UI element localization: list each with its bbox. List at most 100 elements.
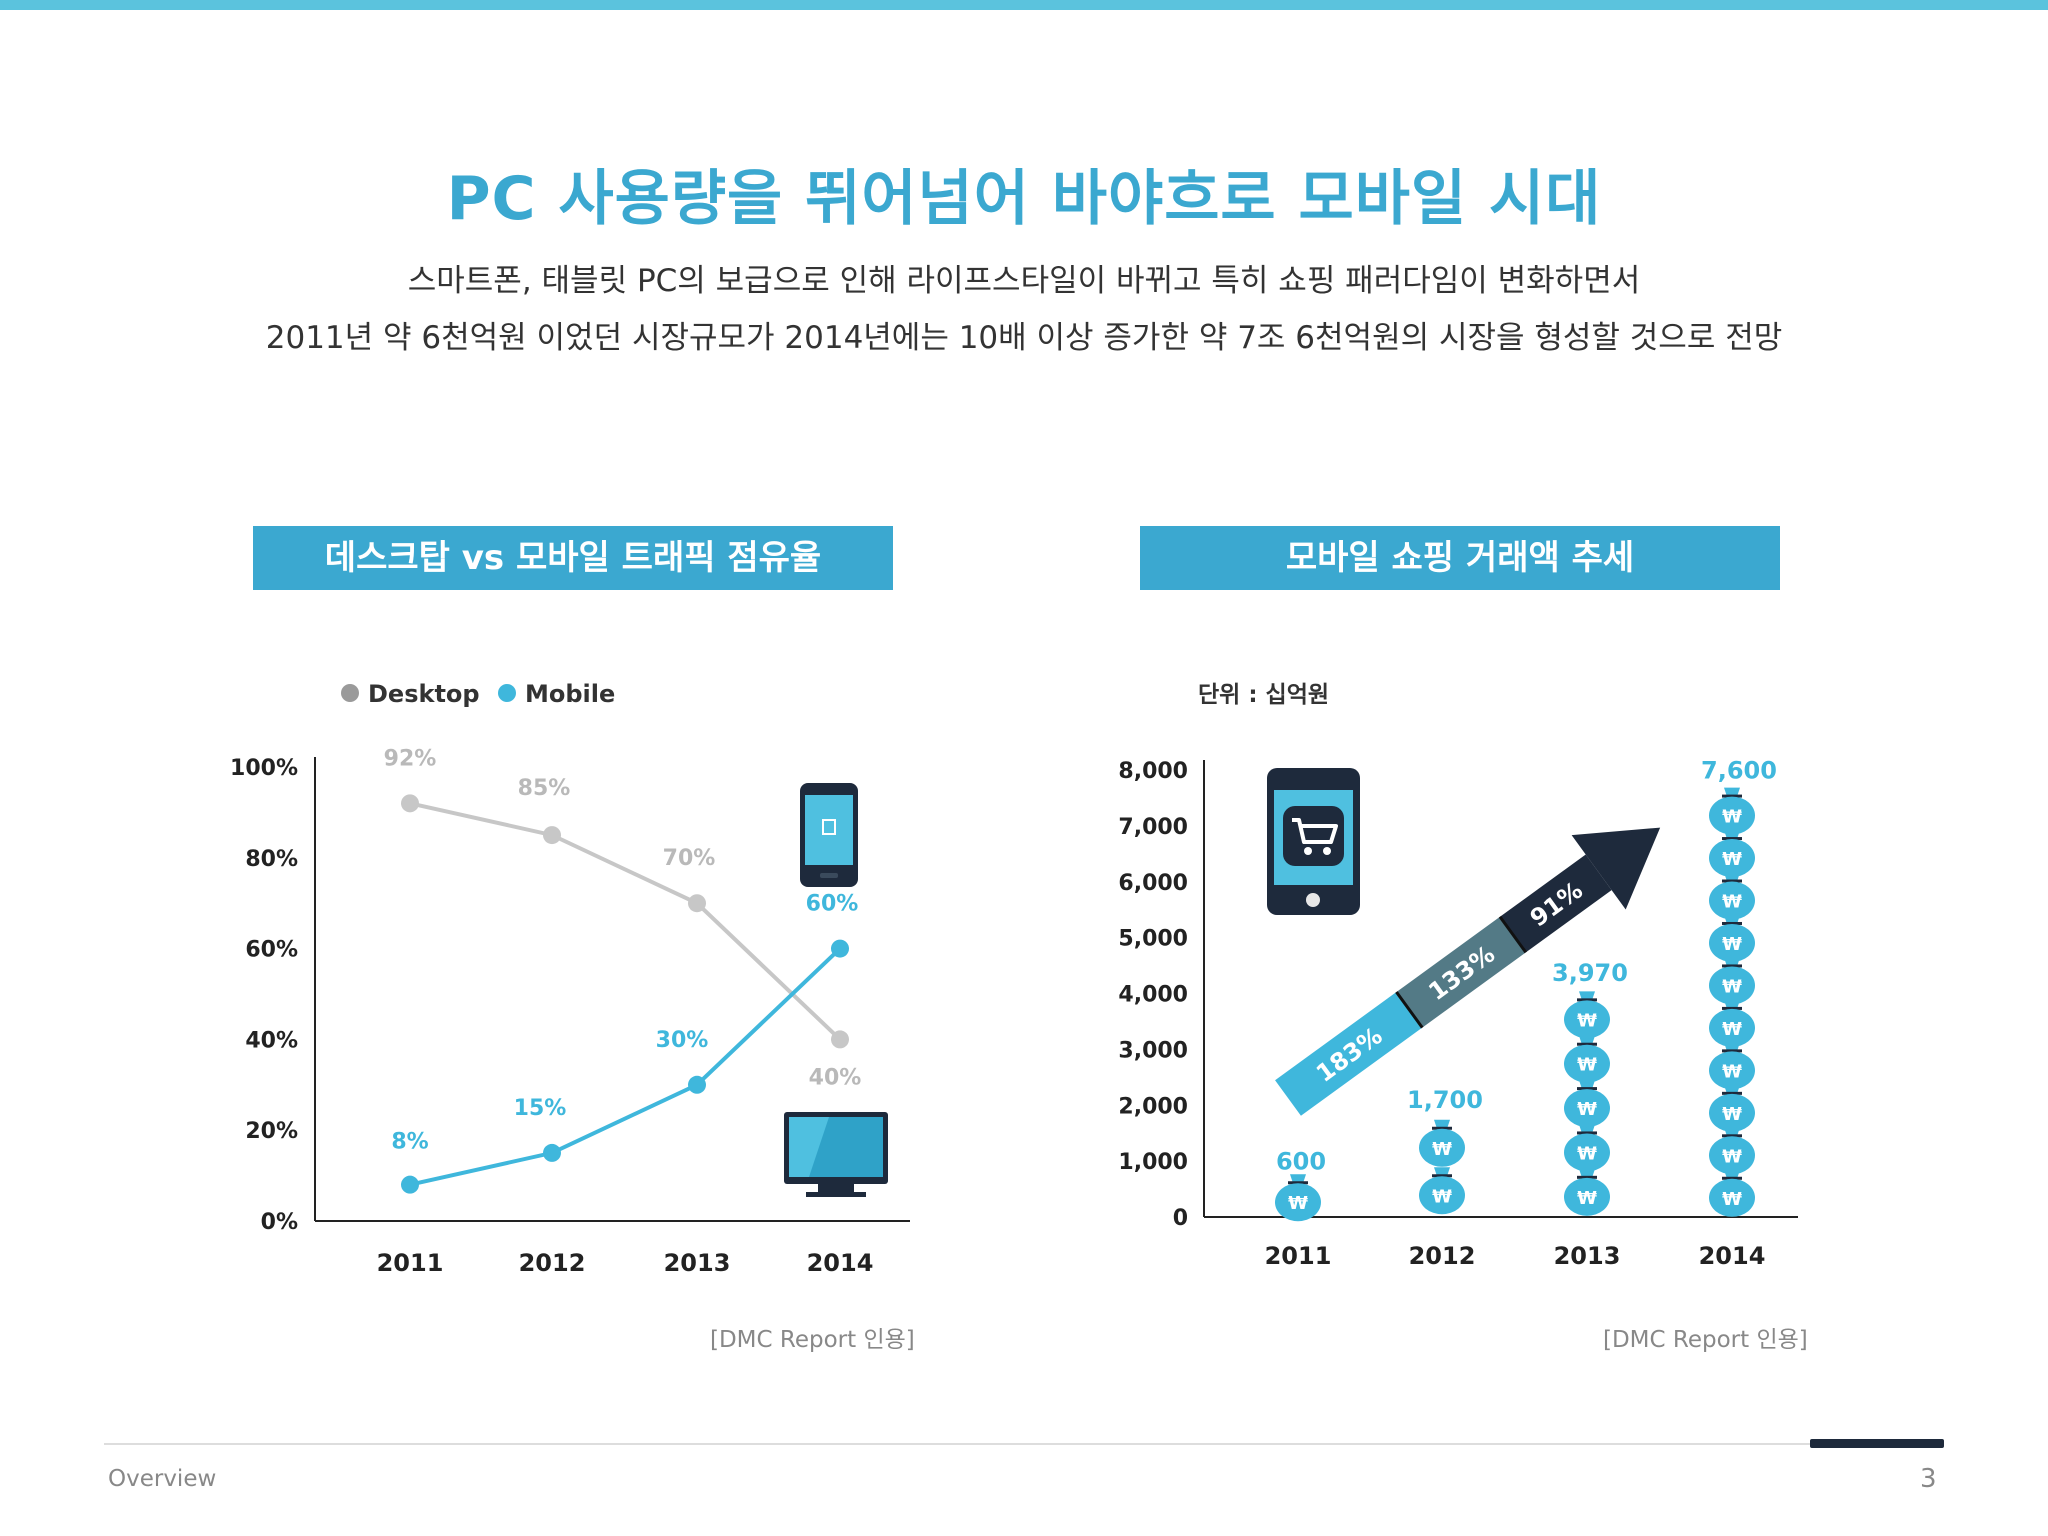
phone-button <box>820 873 838 878</box>
mobile-data-label: 15% <box>514 1096 567 1121</box>
bag-tie <box>1432 1126 1452 1130</box>
bar-value-label: 1,700 <box>1407 1086 1483 1114</box>
money-bag-icon: ₩ <box>1709 872 1755 920</box>
bag-tie <box>1722 1049 1742 1053</box>
bar-value-label: 600 <box>1276 1147 1326 1175</box>
desktop-point <box>543 826 561 845</box>
money-bag-icon: ₩ <box>1709 914 1755 962</box>
y-tick-label: 8,000 <box>1118 759 1188 784</box>
bag-currency-symbol: ₩ <box>1577 1010 1597 1031</box>
y-tick-label: 40% <box>245 1028 298 1053</box>
bag-currency-symbol: ₩ <box>1722 934 1742 955</box>
bag-currency-symbol: ₩ <box>1722 1189 1742 1210</box>
desktop-point <box>401 794 419 813</box>
sales-chart-source: [DMC Report 인용] <box>1603 1327 1808 1353</box>
monitor-stand <box>818 1184 854 1192</box>
mobile-data-label: 60% <box>806 892 859 917</box>
bag-tie <box>1577 1131 1597 1135</box>
smartphone-icon <box>800 783 858 887</box>
bag-body <box>1709 1178 1755 1217</box>
y-tick-label: 4,000 <box>1118 983 1188 1008</box>
x-tick-label: 2014 <box>807 1249 874 1277</box>
growth-arrow-segment <box>1499 854 1612 953</box>
x-tick-label: 2013 <box>664 1249 731 1277</box>
bag-tie <box>1722 921 1742 925</box>
bag-tie <box>1722 1006 1742 1010</box>
bag-currency-symbol: ₩ <box>1722 1104 1742 1125</box>
phone-screen <box>805 795 853 865</box>
bag-currency-symbol: ₩ <box>1432 1186 1452 1207</box>
mobile-point <box>543 1143 561 1162</box>
growth-arrow-head <box>1571 827 1661 910</box>
monitor-base <box>806 1192 866 1197</box>
desktop-series-line <box>409 801 842 1041</box>
bag-tie <box>1722 1091 1742 1095</box>
mobile-point <box>688 1075 706 1094</box>
x-tick-label: 2012 <box>1409 1242 1476 1270</box>
bag-tie <box>1722 1134 1742 1138</box>
bag-neck <box>1434 1167 1450 1177</box>
bag-body <box>1564 1089 1610 1128</box>
y-tick-label: 7,000 <box>1118 815 1188 840</box>
subtitle-line-1: 스마트폰, 태블릿 PC의 보급으로 인해 라이프스타일이 바뀌고 특히 쇼핑 … <box>407 263 1641 299</box>
bag-currency-symbol: ₩ <box>1577 1099 1597 1120</box>
bag-tie <box>1577 1175 1597 1179</box>
traffic-chart-header: 데스크탑 vs 모바일 트래픽 점유율 <box>253 526 893 590</box>
money-bag-icon: ₩ <box>1709 1042 1755 1090</box>
y-tick-label: 2,000 <box>1118 1094 1188 1119</box>
bag-tie <box>1722 964 1742 968</box>
bar-value-label: 3,970 <box>1552 959 1628 987</box>
money-bag-icon: ₩ <box>1709 957 1755 1005</box>
mobile-point <box>401 1175 419 1194</box>
bag-body <box>1419 1176 1465 1215</box>
desktop-data-label: 92% <box>384 746 437 771</box>
x-tick-label: 2011 <box>377 1249 444 1277</box>
bag-tie <box>1432 1174 1452 1178</box>
money-bag-icon: ₩ <box>1709 999 1755 1047</box>
x-tick-label: 2014 <box>1699 1242 1766 1270</box>
desktop-point <box>831 1030 849 1049</box>
mobile-point <box>831 939 849 958</box>
footer-section-label: Overview <box>108 1466 217 1492</box>
y-tick-label: 6,000 <box>1118 871 1188 896</box>
traffic-line-chart: 0% 20% 40% 60% 80% 100% 2011 2012 2013 2014 Deskto… <box>230 680 910 1277</box>
bag-currency-symbol: ₩ <box>1432 1139 1452 1160</box>
mobile-data-label: 8% <box>391 1130 428 1155</box>
bag-body <box>1709 923 1755 962</box>
money-bag-icon: ₩ <box>1564 1124 1610 1172</box>
mobile-data-label: 30% <box>656 1028 709 1053</box>
traffic-chart-source: [DMC Report 인용] <box>710 1327 915 1353</box>
unit-label: 단위 : 십억원 <box>1198 682 1329 708</box>
bag-neck <box>1434 1119 1450 1129</box>
cart-wheel <box>1304 847 1312 855</box>
legend-label-desktop: Desktop <box>368 680 480 708</box>
money-bag-icon: ₩ <box>1275 1174 1321 1222</box>
y-tick-label: 1,000 <box>1118 1150 1188 1175</box>
bag-tie <box>1577 998 1597 1002</box>
money-bag-icon: ₩ <box>1564 1168 1610 1216</box>
smartphone-cart-icon <box>1267 768 1360 915</box>
desktop-data-label: 70% <box>663 846 716 871</box>
y-tick-label: 0 <box>1173 1206 1188 1231</box>
phone-app-glyph <box>822 819 836 835</box>
growth-arrow-segment <box>1396 916 1526 1028</box>
money-bag-stack-2012: ₩₩ <box>1419 1119 1465 1215</box>
x-tick-label: 2012 <box>519 1249 586 1277</box>
growth-arrow-divider <box>1395 991 1424 1029</box>
bag-currency-symbol: ₩ <box>1722 807 1742 828</box>
bag-body <box>1709 796 1755 835</box>
y-tick-label: 3,000 <box>1118 1038 1188 1063</box>
legend-label-mobile: Mobile <box>525 680 615 708</box>
bag-tie <box>1722 879 1742 883</box>
bag-tie <box>1288 1181 1308 1185</box>
bag-body <box>1419 1128 1465 1167</box>
bag-tie <box>1577 1042 1597 1046</box>
bag-body <box>1709 1093 1755 1132</box>
money-bag-stack-2011: ₩ <box>1275 1174 1321 1222</box>
x-tick-label: 2011 <box>1265 1242 1332 1270</box>
bag-body <box>1709 839 1755 878</box>
bar-value-label: 7,600 <box>1701 756 1777 784</box>
desktop-point <box>688 894 706 913</box>
page-title: PC 사용량을 뛰어넘어 바야흐로 모바일 시대 <box>446 164 1602 234</box>
subtitle-line-2: 2011년 약 6천억원 이었던 시장규모가 2014년에는 10배 이상 증가… <box>265 320 1783 356</box>
